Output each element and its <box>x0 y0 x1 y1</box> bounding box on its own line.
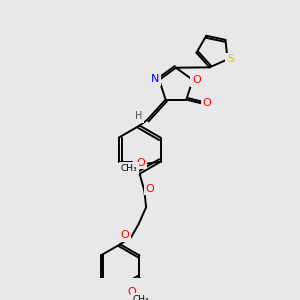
Text: CH₃: CH₃ <box>121 164 137 173</box>
Text: O: O <box>202 98 211 108</box>
Text: S: S <box>227 54 234 64</box>
Text: O: O <box>120 230 129 240</box>
Text: H: H <box>135 111 142 121</box>
Text: N: N <box>151 74 160 84</box>
Text: O: O <box>192 75 201 85</box>
Text: O: O <box>128 286 136 297</box>
Text: Cl: Cl <box>135 157 146 167</box>
Text: O: O <box>146 184 154 194</box>
Text: O: O <box>137 158 146 168</box>
Text: CH₃: CH₃ <box>132 295 149 300</box>
